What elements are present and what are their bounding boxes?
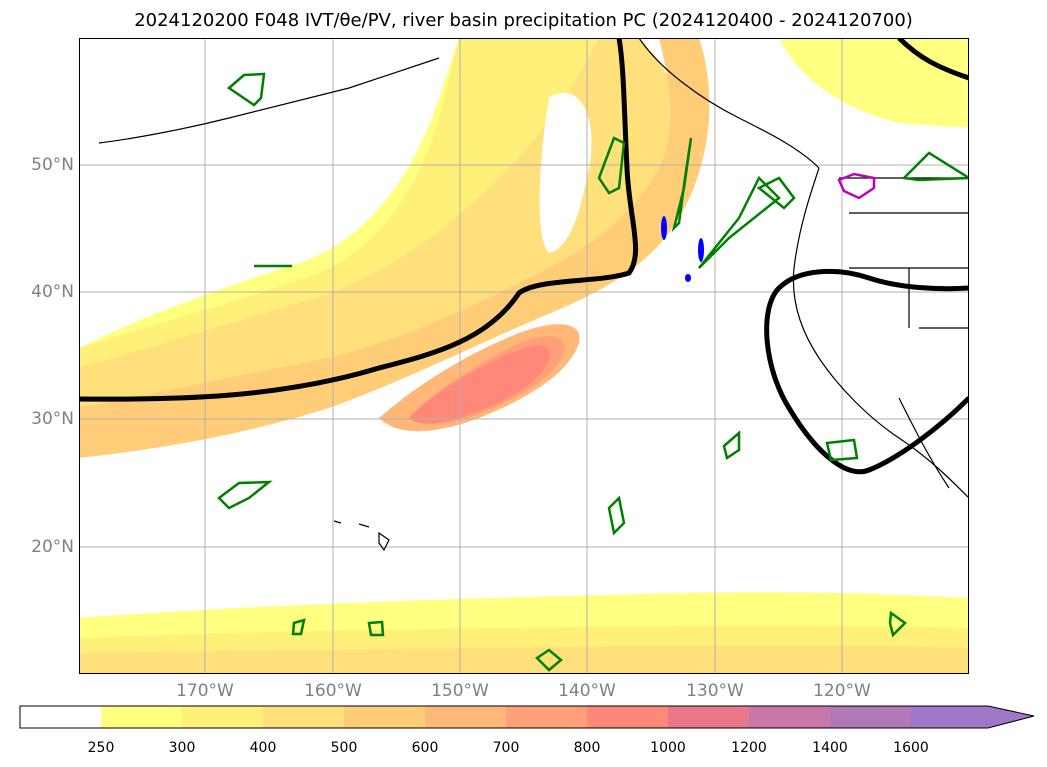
- theta-e-contour-ne: [897, 36, 970, 81]
- colorbar-tick-label: 1600: [893, 740, 929, 756]
- baja: [898, 397, 950, 489]
- theta-e-contour-main: [78, 37, 639, 402]
- colorbar-tick-label: 700: [492, 740, 520, 756]
- pv-contour-4: [698, 175, 781, 269]
- colorbar-tick-label: 1000: [650, 740, 686, 756]
- colorbar-segment: [182, 706, 264, 728]
- ivt-white-hole: [539, 92, 592, 254]
- lon-label-160w: 160°W: [304, 681, 362, 701]
- gridlines: [79, 38, 969, 674]
- precip-contour-1: [837, 172, 876, 200]
- pv-negative-1: [661, 216, 667, 240]
- colorbar-tick-label: 400: [249, 740, 277, 756]
- pv-negative-3: [685, 274, 691, 282]
- colorbar-tick-label: 300: [168, 740, 196, 756]
- state-lines: [849, 212, 969, 329]
- lon-label-120w: 120°W: [813, 681, 871, 701]
- colorbar-tick-label: 800: [573, 740, 601, 756]
- pv-contour-2: [597, 136, 626, 195]
- ivt-300-band: [79, 38, 687, 458]
- colorbar-segment: [830, 706, 912, 728]
- colorbar-segment: [344, 706, 426, 728]
- ivt-400-band: [79, 38, 710, 458]
- ivt-250-band-north: [79, 38, 609, 398]
- colorbar-segment: [587, 706, 669, 728]
- pv-contour-10: [291, 618, 306, 636]
- hawaii: [333, 520, 390, 552]
- colorbar-segment: [20, 706, 102, 728]
- pv-contours: [217, 72, 974, 672]
- colorbar-tick-label: 1400: [812, 740, 848, 756]
- colorbar-tick-label: 600: [411, 740, 439, 756]
- pv-contour-6: [217, 480, 273, 510]
- pv-contour-3: [671, 137, 693, 233]
- colorbar-segment: [668, 706, 750, 728]
- pv-contour-14: [722, 430, 741, 461]
- lon-label-150w: 150°W: [431, 681, 489, 701]
- theta-e-contours: [78, 36, 971, 475]
- pv-contour-9: [535, 648, 563, 672]
- lat-label-30n: 30°N: [31, 409, 74, 429]
- pv-contour-5: [756, 176, 796, 210]
- pv-contour-11: [367, 620, 385, 637]
- lon-label-140w: 140°W: [558, 681, 616, 701]
- map-border: [79, 38, 969, 674]
- colorbar-tick-label: 250: [87, 740, 115, 756]
- colorbar-segment: [425, 706, 507, 728]
- colorbar-tick-label: 500: [330, 740, 358, 756]
- pv-contour-12: [888, 610, 907, 638]
- pv-negative-2: [698, 238, 704, 262]
- lat-label-40n: 40°N: [31, 282, 74, 302]
- pv-negative-contours: [661, 216, 704, 282]
- lat-label-50n: 50°N: [31, 155, 74, 175]
- map-panel: [78, 36, 974, 674]
- alaska-coast: [98, 57, 440, 144]
- ivt-800-core: [409, 345, 550, 424]
- ivt-south-band-core: [79, 645, 969, 674]
- lon-label-130w: 130°W: [686, 681, 744, 701]
- map-title: 2024120200 F048 IVT/θe/PV, river basin p…: [134, 10, 913, 31]
- colorbar-segment: [749, 706, 831, 728]
- colorbar-segments: [20, 706, 1034, 728]
- colorbar-outline: [19, 705, 1035, 729]
- lat-label-20n: 20°N: [31, 537, 74, 557]
- precip-contours: [837, 172, 876, 200]
- colorbar: [19, 705, 1035, 729]
- alaska-panhandle: [638, 37, 820, 169]
- colorbar-tick-label: 1200: [731, 740, 767, 756]
- colorbar-segment: [101, 706, 183, 728]
- theta-e-contour-east: [764, 268, 971, 475]
- colorbar-segment: [506, 706, 588, 728]
- pv-contour-7: [607, 495, 626, 536]
- map-canvas: [78, 36, 974, 674]
- north-america-coast: [792, 167, 970, 499]
- lon-label-170w: 170°W: [176, 681, 234, 701]
- pv-contour-8: [825, 438, 859, 462]
- colorbar-segment: [263, 706, 345, 728]
- colorbar-segment: [911, 706, 1034, 728]
- pv-contour-1: [226, 72, 266, 107]
- ivt-filled-contours: [79, 38, 969, 674]
